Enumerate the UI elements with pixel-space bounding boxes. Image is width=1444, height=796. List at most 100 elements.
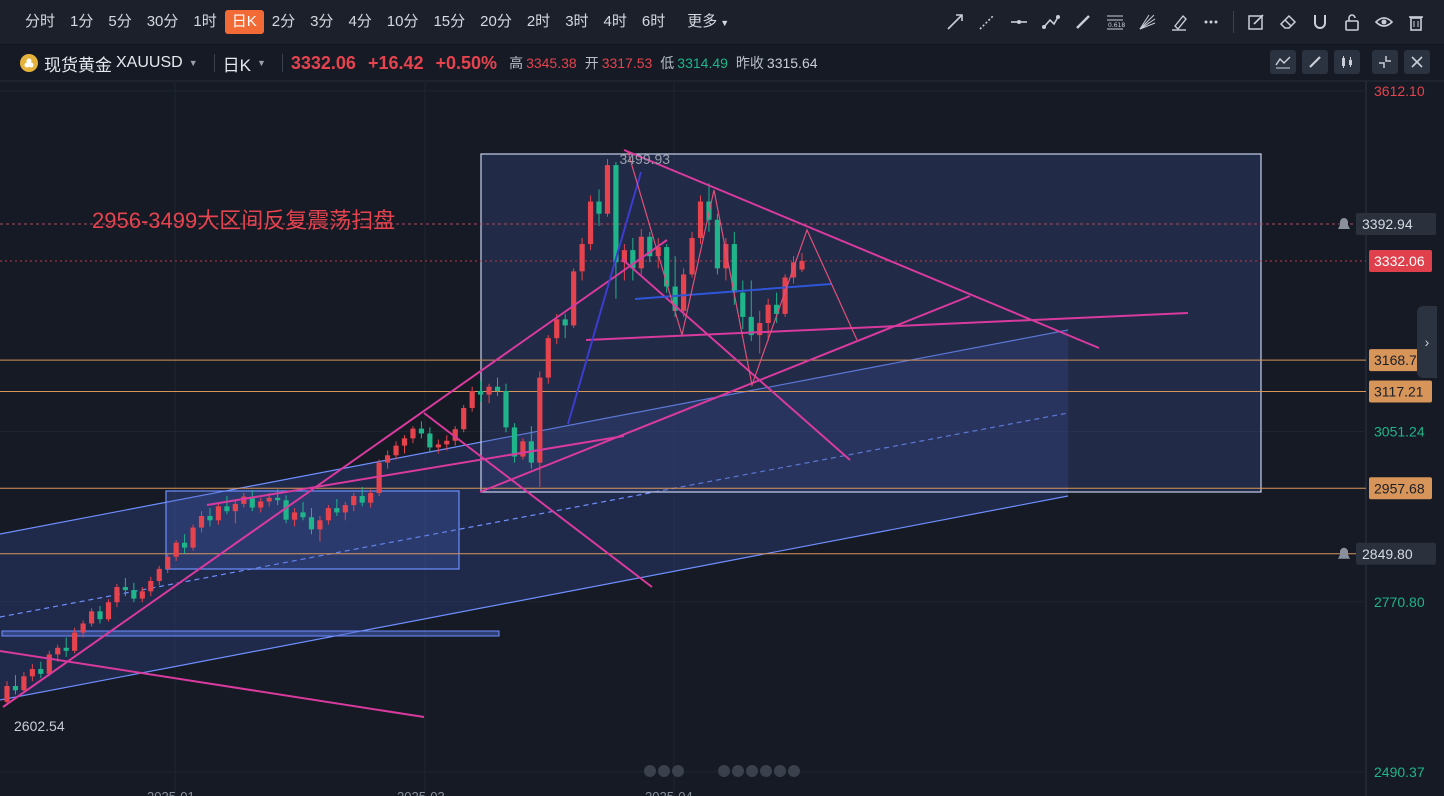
candle-body <box>80 623 86 633</box>
brush-icon[interactable] <box>1067 6 1099 38</box>
lock-icon[interactable] <box>1336 6 1368 38</box>
candle-body <box>401 438 408 446</box>
high-value: 3345.38 <box>526 55 577 71</box>
svg-text:0.618: 0.618 <box>1108 22 1125 29</box>
timeframe-12[interactable]: 2时 <box>526 13 551 30</box>
chevron-down-icon: ▼ <box>720 18 730 28</box>
pencil-icon[interactable] <box>1302 50 1328 74</box>
candle-body <box>723 244 729 269</box>
candle-body <box>782 277 788 314</box>
channel-upper-line <box>0 329 1069 535</box>
timeframe-8[interactable]: 4分 <box>348 13 372 30</box>
candle-style-icon[interactable] <box>1334 50 1360 74</box>
eraser-icon[interactable] <box>1272 6 1304 38</box>
period-dropdown-icon[interactable]: ▼ <box>256 58 266 68</box>
highlighter-icon[interactable] <box>1163 6 1195 38</box>
open-label: 开 <box>584 55 599 71</box>
period-label[interactable]: 日K <box>222 55 251 75</box>
dashed-line-icon[interactable] <box>971 6 1003 38</box>
candle-body <box>418 428 425 434</box>
candle-body <box>173 542 179 557</box>
candle-body <box>63 647 69 651</box>
timeframe-10[interactable]: 15分 <box>433 13 466 30</box>
range-box <box>480 153 1262 493</box>
timeframe-7[interactable]: 3分 <box>310 13 334 30</box>
event-marker-icon <box>644 765 656 777</box>
candle-body <box>88 611 95 624</box>
timeframe-14[interactable]: 4时 <box>603 13 627 30</box>
polyline-icon[interactable] <box>1035 6 1067 38</box>
price-tag-2: 3168.71 <box>1374 352 1425 368</box>
fibonacci-icon[interactable]: 0.618 <box>1099 6 1131 38</box>
candle-body <box>182 542 188 548</box>
chart-annotation-text: 2956-3499大区间反复震荡扫盘 <box>92 208 395 233</box>
trash-icon[interactable] <box>1400 6 1432 38</box>
candle-body <box>461 407 467 430</box>
timeframe-5[interactable]: 日K <box>224 10 264 34</box>
magnet-icon[interactable] <box>1304 6 1336 38</box>
timeframe-2[interactable]: 5分 <box>108 13 132 30</box>
timeframe-4[interactable]: 1时 <box>193 13 217 30</box>
candle-body <box>97 611 103 620</box>
high-marker-label: 3499.93 <box>619 151 670 167</box>
price-tag-0: 3392.94 <box>1362 216 1413 232</box>
candle-body <box>469 390 475 408</box>
candle-body <box>29 669 35 677</box>
last-price: 3332.06 <box>290 52 356 73</box>
symbol-name[interactable]: 现货黄金 <box>44 55 112 75</box>
timeframe-6[interactable]: 2分 <box>271 13 296 30</box>
candle-body <box>697 201 704 238</box>
timeframe-1[interactable]: 1分 <box>70 13 94 30</box>
x-tick-label-1: 2025-03 <box>397 789 445 796</box>
candle-body <box>198 516 205 528</box>
edit-icon[interactable] <box>1240 6 1272 38</box>
eye-icon[interactable] <box>1368 6 1400 38</box>
candle-body <box>511 427 518 457</box>
timeframe-9[interactable]: 10分 <box>386 13 419 30</box>
candle-body <box>604 165 611 214</box>
timeframe-0[interactable]: 分时 <box>25 13 56 30</box>
collapse-icon[interactable] <box>1372 50 1398 74</box>
timeframe-13[interactable]: 3时 <box>565 13 589 30</box>
symbol-code[interactable]: XAUUSD <box>116 54 183 71</box>
candle-body <box>427 433 433 448</box>
fan-icon[interactable] <box>1131 6 1163 38</box>
candle-body <box>731 244 737 293</box>
candle-body <box>748 316 754 336</box>
price-tag-bg-3 <box>1369 380 1432 403</box>
more-timeframes-button[interactable]: 更多 ▼ <box>680 10 736 34</box>
timeframe-15[interactable]: 6时 <box>641 13 666 30</box>
expand-panel-icon[interactable]: › <box>1417 306 1437 378</box>
symbol-dropdown-icon[interactable]: ▼ <box>188 58 198 68</box>
x-axis: 2025-01 2025-03 2025-04 <box>147 765 800 796</box>
x-tick-label-0: 2025-01 <box>147 789 195 796</box>
horizontal-line-icon[interactable] <box>1003 6 1035 38</box>
y-axis: 3612.10 3051.24 2770.80 2490.37 3392.94 3332.… <box>1338 83 1436 780</box>
timeframe-11[interactable]: 20分 <box>480 13 512 30</box>
x-tick-label-2: 2025-04 <box>645 789 693 796</box>
symbol-info-bar: 现货黄金 XAUUSD ▼ 日K ▼ 3332.06 +16.42 +0.50%… <box>0 46 1444 80</box>
candle-body <box>621 250 627 263</box>
trendline-9 <box>567 171 642 425</box>
ray-line-icon[interactable] <box>939 6 971 38</box>
close-icon[interactable] <box>1404 50 1430 74</box>
candle-body <box>647 236 653 257</box>
prev-close-label: 昨收 <box>735 55 764 71</box>
indicator-icon[interactable] <box>1270 50 1296 74</box>
candle-body <box>275 497 281 501</box>
more-dots-icon[interactable] <box>1195 6 1227 38</box>
top-toolbar: 分时 1分 5分 30分 1时 日K 2分 3分 4分 10分 15分 20分 2时 3时 4时 6时 更多 ▼… <box>0 0 1444 45</box>
candle-body <box>410 428 416 439</box>
candle-body <box>249 496 255 508</box>
candle-body <box>596 201 602 214</box>
trendline-3 <box>423 412 653 588</box>
candle-body <box>520 441 526 457</box>
candle-body <box>114 587 120 603</box>
candle-body <box>317 520 323 530</box>
timeframe-3[interactable]: 30分 <box>146 13 179 30</box>
trendline-0 <box>0 650 425 718</box>
price-tag-bg-4 <box>1369 477 1432 500</box>
candle-body <box>740 292 746 317</box>
trendline-drawings <box>0 149 1189 718</box>
